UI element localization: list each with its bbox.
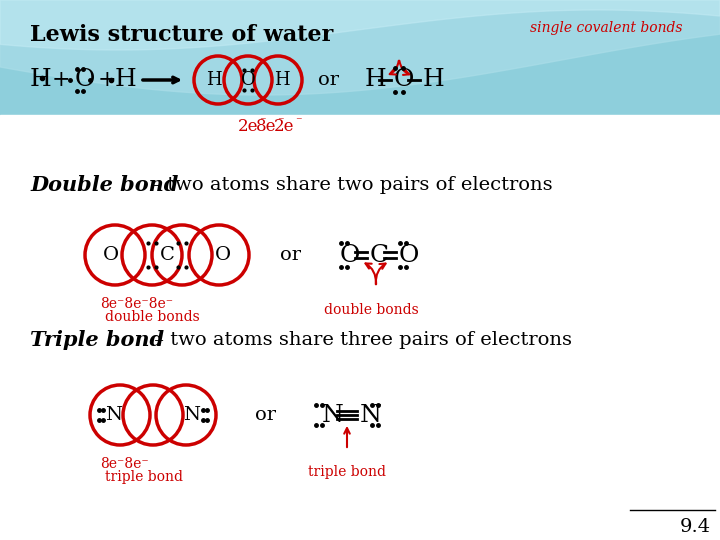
Text: O: O — [103, 246, 119, 264]
Text: Lewis structure of water: Lewis structure of water — [30, 24, 333, 46]
Text: triple bond: triple bond — [105, 470, 183, 484]
Text: Triple bond: Triple bond — [30, 330, 164, 350]
Text: H: H — [206, 71, 222, 89]
Text: 8e: 8e — [256, 118, 276, 135]
Text: +: + — [98, 69, 117, 91]
Text: O: O — [399, 244, 419, 267]
Bar — [0, 115, 720, 540]
Text: H: H — [274, 71, 290, 89]
Text: N: N — [106, 406, 122, 424]
Text: C: C — [160, 246, 174, 264]
Text: O: O — [215, 246, 231, 264]
Text: +: + — [52, 69, 71, 91]
Text: N: N — [360, 403, 382, 427]
Text: H: H — [30, 69, 52, 91]
Text: C: C — [370, 244, 389, 267]
Text: 9.4: 9.4 — [680, 518, 711, 536]
Text: or: or — [255, 406, 276, 424]
Text: O: O — [75, 69, 95, 91]
Text: or: or — [280, 246, 301, 264]
Text: or: or — [318, 71, 339, 89]
Text: double bonds: double bonds — [323, 303, 418, 317]
Text: double bonds: double bonds — [105, 310, 199, 324]
Text: H: H — [365, 69, 387, 91]
Text: 2e: 2e — [238, 118, 258, 135]
Text: Double bond: Double bond — [30, 175, 179, 195]
Text: O: O — [240, 71, 256, 89]
Text: ⁻: ⁻ — [294, 115, 301, 128]
Text: O: O — [340, 244, 361, 267]
Text: H: H — [423, 69, 445, 91]
Text: single covalent bonds: single covalent bonds — [530, 21, 683, 35]
Text: O: O — [394, 69, 415, 91]
Text: H: H — [115, 69, 137, 91]
Text: N: N — [322, 403, 344, 427]
Bar — [0, 0, 720, 115]
Text: – two atoms share three pairs of electrons: – two atoms share three pairs of electro… — [148, 331, 572, 349]
Text: triple bond: triple bond — [308, 465, 386, 479]
Text: N: N — [184, 406, 200, 424]
Text: 8e⁻8e⁻: 8e⁻8e⁻ — [100, 457, 149, 471]
Text: ⁻: ⁻ — [276, 115, 283, 128]
Text: 8e⁻8e⁻8e⁻: 8e⁻8e⁻8e⁻ — [100, 297, 173, 311]
Text: 2e: 2e — [274, 118, 294, 135]
Text: – two atoms share two pairs of electrons: – two atoms share two pairs of electrons — [145, 176, 553, 194]
Text: ⁻: ⁻ — [258, 115, 265, 128]
